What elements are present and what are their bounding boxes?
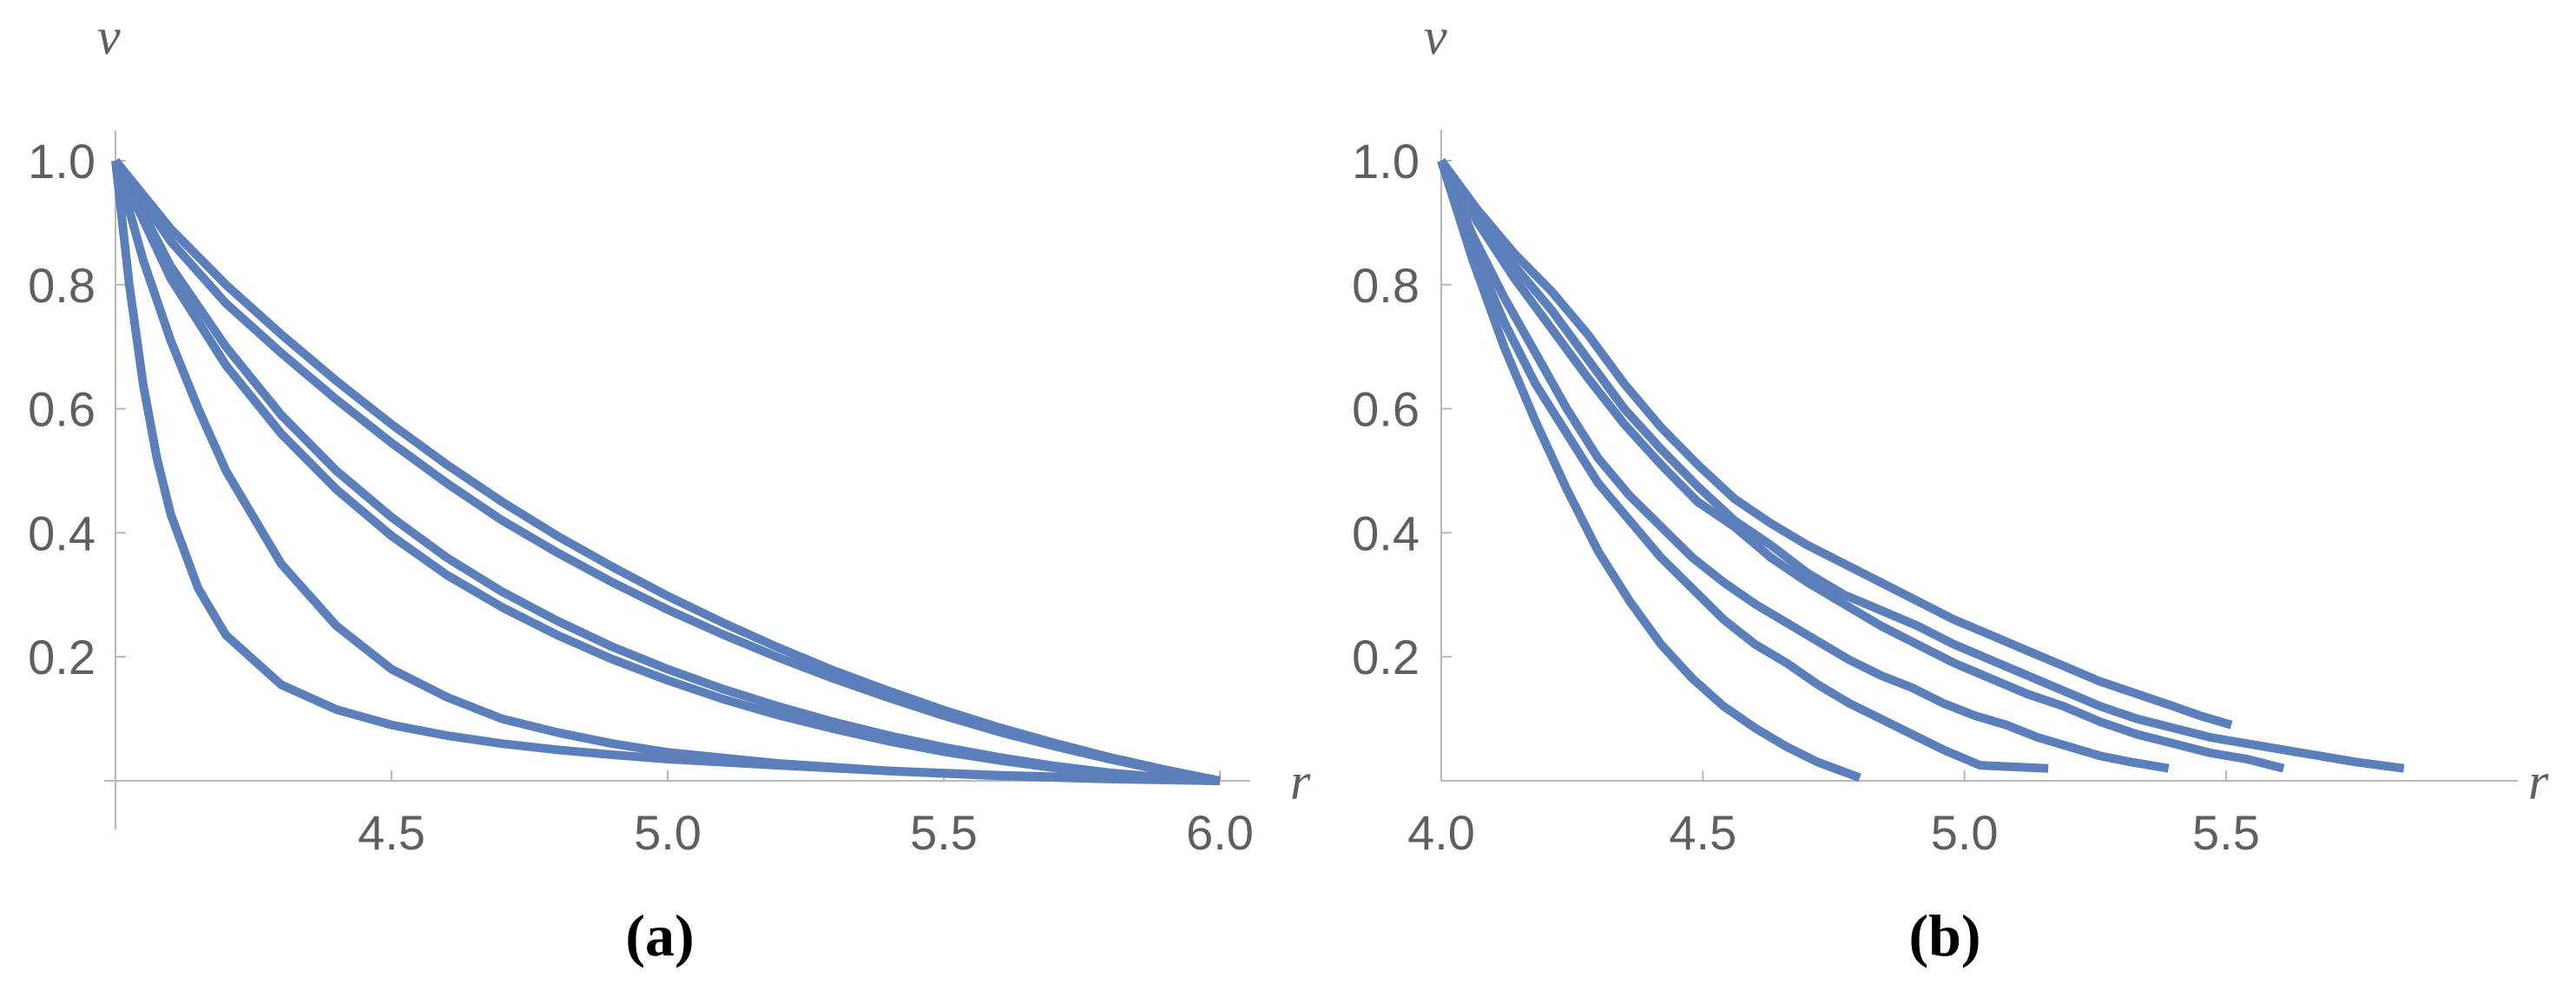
ticks-a: 4.5 5.0 5.5 6.0 0.2 0.4 0.6 0.8 1.0 — [28, 134, 1254, 860]
chart-panel-a: 4.5 5.0 5.5 6.0 0.2 0.4 0.6 0.8 1.0 v r (a) — [28, 8, 1311, 968]
x-tick-label: 4.0 — [1407, 805, 1475, 860]
y-axis-label-a: v — [97, 8, 121, 65]
series-line-a-2 — [111, 158, 1221, 785]
x-tick-label: 5.0 — [1931, 805, 1999, 860]
x-tick-label: 5.5 — [2192, 805, 2260, 860]
y-tick-label: 0.8 — [28, 258, 96, 313]
y-axis-label-b: v — [1424, 8, 1447, 65]
x-tick-label: 6.0 — [1186, 805, 1254, 860]
y-tick-label: 0.4 — [1352, 505, 1420, 560]
y-tick-label: 1.0 — [28, 134, 96, 188]
x-tick-label: 4.5 — [1669, 805, 1736, 860]
y-tick-label: 1.0 — [1352, 134, 1420, 188]
series-line-b-1 — [1437, 158, 2233, 730]
series-line-a-4 — [111, 158, 1221, 785]
curves-b — [1437, 158, 2405, 783]
chart-panel-b: 4.0 4.5 5.0 5.5 0.2 0.4 0.6 0.8 1.0 v r (b) — [1352, 8, 2549, 968]
caption-b: (b) — [1908, 902, 1980, 968]
y-tick-label: 0.2 — [1352, 630, 1420, 684]
x-tick-label: 5.0 — [634, 805, 702, 860]
series-line-b-4 — [1437, 159, 2170, 773]
y-tick-label: 0.4 — [28, 505, 96, 560]
series-line-b-3 — [1437, 158, 2285, 773]
caption-a: (a) — [625, 902, 694, 968]
ticks-b: 4.0 4.5 5.0 5.5 0.2 0.4 0.6 0.8 1.0 — [1352, 134, 2260, 860]
x-tick-label: 5.5 — [910, 805, 978, 860]
series-line-a-6 — [111, 160, 1221, 785]
y-tick-label: 0.2 — [28, 630, 96, 684]
series-line-b-2 — [1437, 158, 2405, 773]
x-axis-label-a: r — [1290, 753, 1311, 810]
series-line-b-5 — [1437, 159, 2049, 773]
y-tick-label: 0.6 — [28, 382, 96, 437]
series-line-b-6 — [1437, 159, 1861, 783]
curves-a — [111, 157, 1221, 785]
x-axis-label-b: r — [2528, 753, 2549, 810]
y-tick-label: 0.6 — [1352, 382, 1420, 437]
y-tick-label: 0.8 — [1352, 258, 1420, 313]
x-tick-label: 4.5 — [358, 805, 425, 860]
